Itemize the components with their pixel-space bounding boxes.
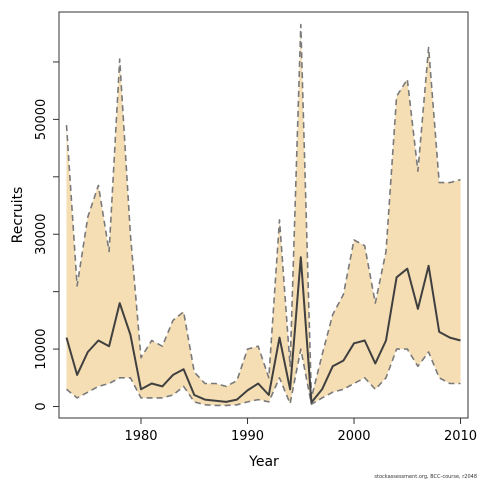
median-recruits-line	[65, 256, 461, 404]
y-tick-label: 0	[34, 402, 49, 410]
y-tick-label: 30000	[34, 214, 49, 255]
x-tick-label: 2010	[444, 429, 477, 444]
lower-bound-line	[65, 348, 461, 407]
confidence-band	[66, 24, 461, 406]
y-tick-label: 50000	[34, 99, 49, 140]
x-axis-title: Year	[248, 454, 279, 470]
axes: 1980 1990 2000 2010 0 10000 30000 50000	[34, 61, 477, 444]
y-tick-label: 10000	[34, 328, 49, 369]
x-tick-label: 1990	[231, 429, 264, 444]
y-axis-title: Recruits	[10, 187, 26, 244]
upper-bound-line	[65, 23, 461, 399]
plot-frame	[58, 11, 469, 419]
x-tick-label: 1980	[124, 429, 157, 444]
plot-area	[65, 23, 461, 407]
x-tick-label: 2000	[337, 429, 370, 444]
source-footnote: stockassessment.org, BCC-course, r2048	[374, 474, 477, 480]
